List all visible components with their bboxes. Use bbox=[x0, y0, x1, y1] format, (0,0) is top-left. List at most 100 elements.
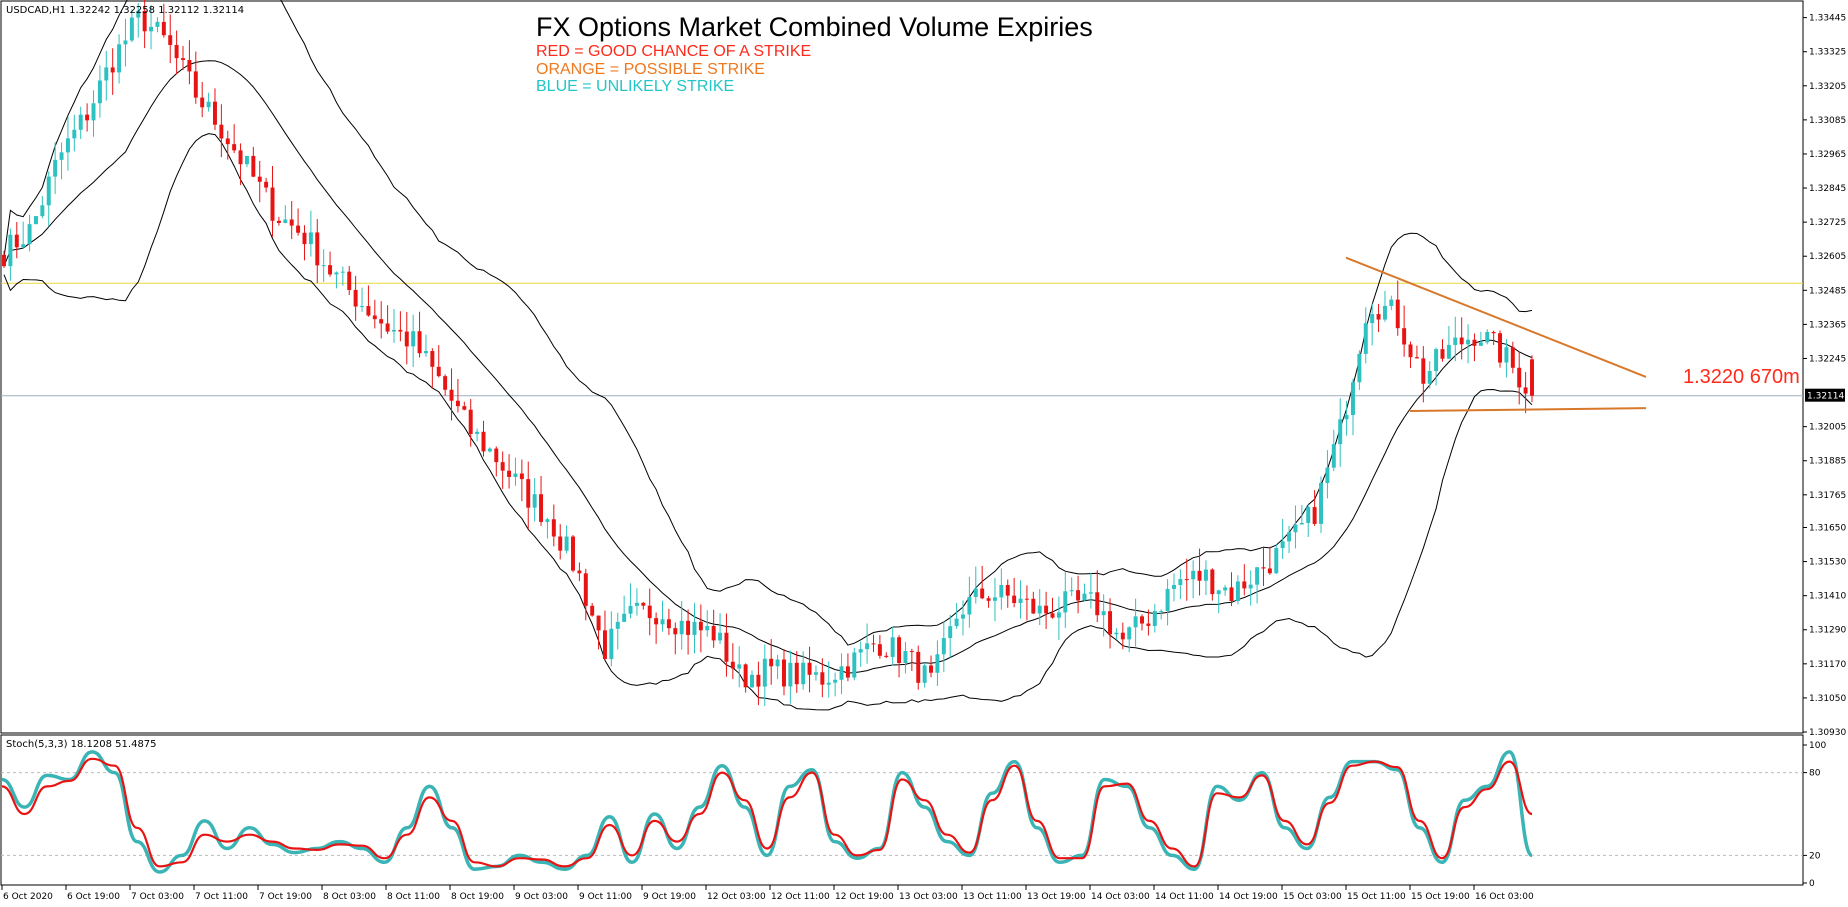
candle-body bbox=[1056, 612, 1061, 618]
candle-body bbox=[1510, 347, 1515, 368]
candle-body bbox=[999, 584, 1004, 598]
candle-body bbox=[1146, 623, 1151, 626]
candle-body bbox=[40, 205, 45, 217]
candle-body bbox=[1191, 570, 1196, 580]
candle-body bbox=[903, 651, 908, 664]
candle-body bbox=[494, 448, 499, 463]
current-price-label: 1.32114 bbox=[1807, 392, 1844, 402]
candle-body bbox=[602, 630, 607, 660]
candle-body bbox=[1427, 371, 1432, 384]
candle-body bbox=[826, 682, 831, 685]
candle-body bbox=[833, 679, 838, 683]
candle-body bbox=[1024, 598, 1029, 600]
candle-body bbox=[78, 114, 83, 130]
x-tick-label: 7 Oct 11:00 bbox=[195, 892, 248, 902]
candle-body bbox=[21, 244, 26, 248]
stoch-main-line bbox=[1, 750, 1534, 874]
x-tick-label: 12 Oct 03:00 bbox=[707, 892, 766, 902]
trend-line-1 bbox=[1409, 407, 1647, 413]
candle-body bbox=[1108, 611, 1113, 635]
stochastic-indicator: 100 80 20 0 bbox=[1, 741, 1826, 889]
horizontal-lines bbox=[1, 282, 1803, 397]
candle-body bbox=[609, 628, 614, 660]
candle-body bbox=[398, 329, 403, 332]
candle-body bbox=[1037, 605, 1042, 614]
y-tick-label: 1.32845 bbox=[1809, 184, 1846, 194]
trend-lines[interactable] bbox=[1345, 256, 1647, 413]
candle-body bbox=[1434, 349, 1439, 372]
candle-body bbox=[385, 323, 390, 332]
candle-body bbox=[871, 643, 876, 645]
candle-body bbox=[1408, 344, 1413, 358]
candle-body bbox=[411, 331, 416, 347]
candle-body bbox=[1491, 331, 1496, 334]
candle-body bbox=[539, 494, 544, 522]
candle-body bbox=[1069, 590, 1074, 592]
x-tick-label: 7 Oct 19:00 bbox=[259, 892, 312, 902]
candle-body bbox=[884, 655, 889, 657]
candle-body bbox=[14, 234, 19, 248]
candle-body bbox=[1466, 339, 1471, 345]
candle-body bbox=[1159, 611, 1164, 613]
y-tick-label: 1.32245 bbox=[1809, 354, 1846, 364]
x-tick-label: 9 Oct 03:00 bbox=[515, 892, 568, 902]
candle-body bbox=[455, 400, 460, 407]
candle-body bbox=[65, 138, 70, 153]
candle-body bbox=[545, 519, 550, 522]
y-tick-label: 1.31050 bbox=[1809, 694, 1846, 704]
candles[interactable] bbox=[2, 0, 1534, 707]
candle-body bbox=[308, 232, 313, 245]
candle-body bbox=[1255, 567, 1260, 585]
candle-body bbox=[97, 80, 102, 104]
candle-body bbox=[340, 271, 345, 273]
candle-body bbox=[1517, 367, 1522, 388]
candle-body bbox=[654, 618, 659, 625]
candle-body bbox=[564, 536, 569, 551]
y-tick-label: 1.32725 bbox=[1809, 218, 1846, 228]
candle-body bbox=[168, 35, 173, 45]
candle-body bbox=[1165, 588, 1170, 612]
y-tick-label: 1.31410 bbox=[1809, 592, 1846, 602]
stoch-y-tick-label: 100 bbox=[1809, 741, 1826, 751]
candle-body bbox=[1184, 579, 1189, 581]
candle-body bbox=[1306, 507, 1311, 523]
stoch-signal-line bbox=[1, 757, 1533, 868]
main-chart-frame bbox=[0, 0, 1804, 734]
candle-body bbox=[244, 155, 249, 165]
candle-body bbox=[1101, 611, 1106, 616]
candle-body bbox=[1319, 483, 1324, 524]
candle-body bbox=[136, 10, 141, 18]
candle-body bbox=[526, 479, 531, 508]
candle-body bbox=[1082, 593, 1087, 601]
candle-body bbox=[449, 389, 454, 401]
candle-body bbox=[641, 602, 646, 606]
candle-body bbox=[1050, 613, 1055, 618]
candle-body bbox=[775, 659, 780, 667]
candle-body bbox=[769, 658, 774, 667]
candle-body bbox=[1197, 570, 1202, 581]
x-tick-label: 14 Oct 03:00 bbox=[1091, 892, 1150, 902]
candle-body bbox=[897, 637, 902, 664]
candle-body bbox=[392, 329, 396, 332]
x-tick-label: 12 Oct 11:00 bbox=[771, 892, 830, 902]
y-tick-label: 1.33205 bbox=[1809, 82, 1846, 92]
y-tick-label: 1.31765 bbox=[1809, 491, 1846, 501]
candle-body bbox=[705, 625, 710, 631]
candle-body bbox=[590, 605, 595, 616]
candle-body bbox=[1133, 616, 1138, 628]
candle-body bbox=[85, 114, 90, 121]
candle-body bbox=[1120, 632, 1125, 640]
candle-body bbox=[321, 265, 326, 267]
candle-body bbox=[1018, 598, 1023, 604]
trend-line-0 bbox=[1345, 256, 1647, 378]
candle-body bbox=[666, 619, 671, 629]
symbol-info: USDCAD,H1 1.32242 1.32258 1.32112 1.3211… bbox=[6, 5, 244, 16]
candle-body bbox=[468, 409, 473, 434]
candle-body bbox=[315, 232, 320, 266]
candle-body bbox=[788, 662, 793, 687]
candle-body bbox=[129, 17, 134, 41]
candle-body bbox=[929, 665, 934, 673]
candle-body bbox=[443, 376, 448, 390]
candle-body bbox=[270, 187, 275, 221]
